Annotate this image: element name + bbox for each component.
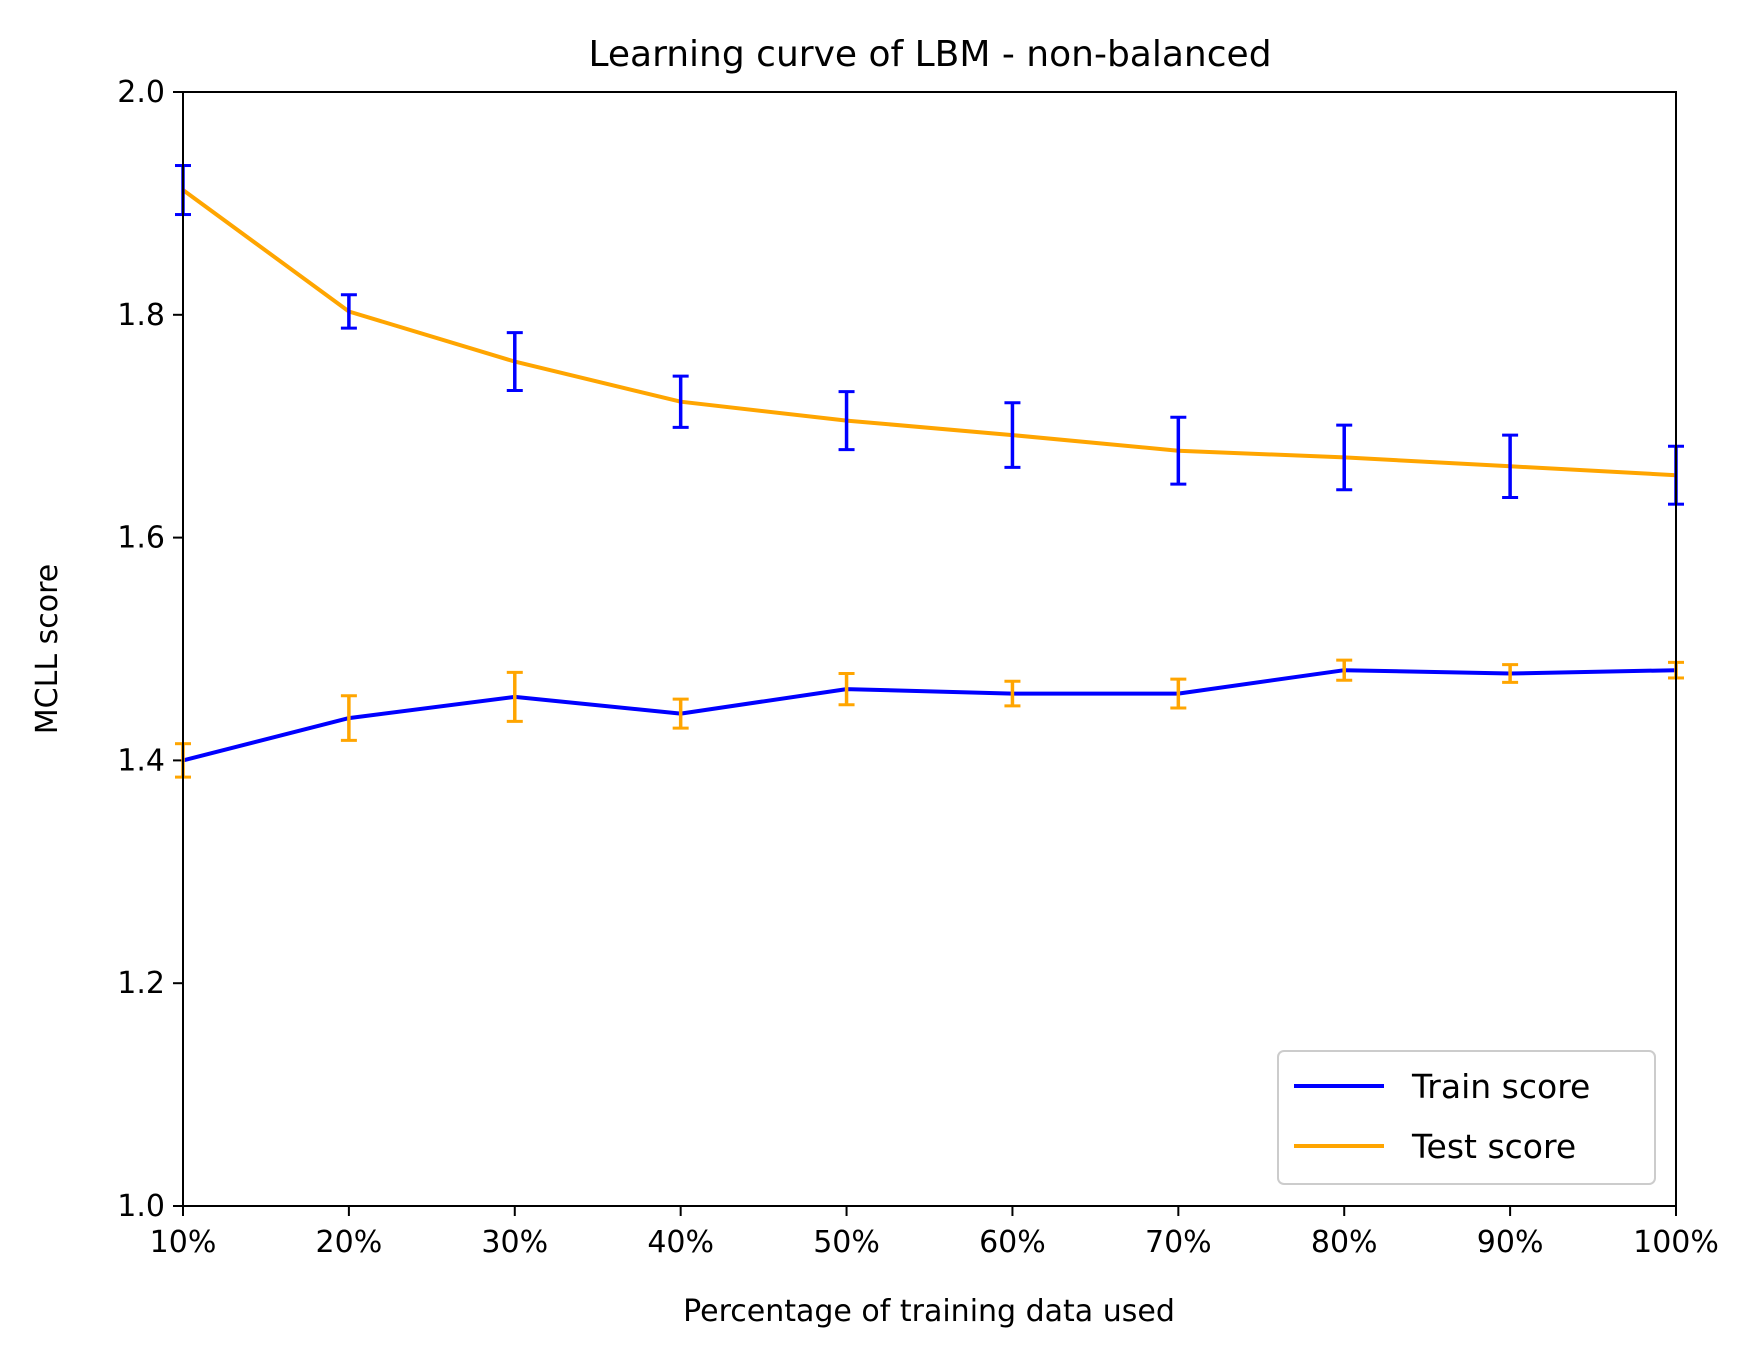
x-tick-label: 80% <box>1311 1225 1378 1260</box>
legend-test-label: Test score <box>1411 1127 1576 1166</box>
y-tick-label: 2.0 <box>117 75 165 110</box>
chart-title: Learning curve of LBM - non-balanced <box>588 34 1271 75</box>
legend: Train score Test score <box>1277 1050 1656 1185</box>
y-axis-label: MCLL score <box>30 564 65 734</box>
y-tick-label: 1.2 <box>117 966 165 1001</box>
y-tick-label: 1.0 <box>117 1189 165 1224</box>
y-axis-ticks: 1.0 1.2 1.4 1.6 1.8 2.0 <box>117 75 183 1224</box>
series-line <box>181 188 1677 478</box>
series-line <box>182 668 1677 763</box>
series-layer <box>175 164 1684 779</box>
x-tick-label: 30% <box>481 1225 548 1260</box>
plot-frame <box>182 91 1677 1207</box>
error-bar <box>1170 415 1187 486</box>
error-bar <box>1004 401 1021 469</box>
y-tick-label: 1.4 <box>117 743 165 778</box>
x-tick-label: 40% <box>647 1225 714 1260</box>
y-tick-label: 1.8 <box>117 298 165 333</box>
error-bar <box>838 390 855 452</box>
error-bar <box>1004 679 1021 708</box>
error-bar <box>1336 423 1353 492</box>
y-tick-label: 1.6 <box>117 521 165 556</box>
error-bar <box>1336 658 1353 682</box>
error-bar <box>838 672 855 707</box>
x-tick-label: 70% <box>1145 1225 1212 1260</box>
error-bar <box>340 694 357 742</box>
error-bar <box>340 293 357 330</box>
error-bar <box>1170 677 1187 710</box>
error-bar <box>672 374 689 429</box>
x-axis-label: Percentage of training data used <box>683 1294 1175 1329</box>
x-axis-ticks: 10% 20% 30% 40% 50% 60% 70% 80% 90% 100% <box>150 1206 1719 1260</box>
x-tick-label: 10% <box>150 1225 217 1260</box>
series-test-score <box>175 164 1684 506</box>
error-bar <box>506 331 523 393</box>
legend-train-label: Train score <box>1411 1067 1590 1106</box>
x-tick-label: 50% <box>813 1225 880 1260</box>
error-bar <box>672 697 689 730</box>
error-bar <box>1502 433 1519 499</box>
error-bar <box>506 670 523 723</box>
x-tick-label: 60% <box>979 1225 1046 1260</box>
x-tick-label: 20% <box>316 1225 383 1260</box>
x-tick-label: 100% <box>1633 1225 1719 1260</box>
error-bar <box>1502 663 1519 684</box>
x-tick-label: 90% <box>1477 1225 1544 1260</box>
